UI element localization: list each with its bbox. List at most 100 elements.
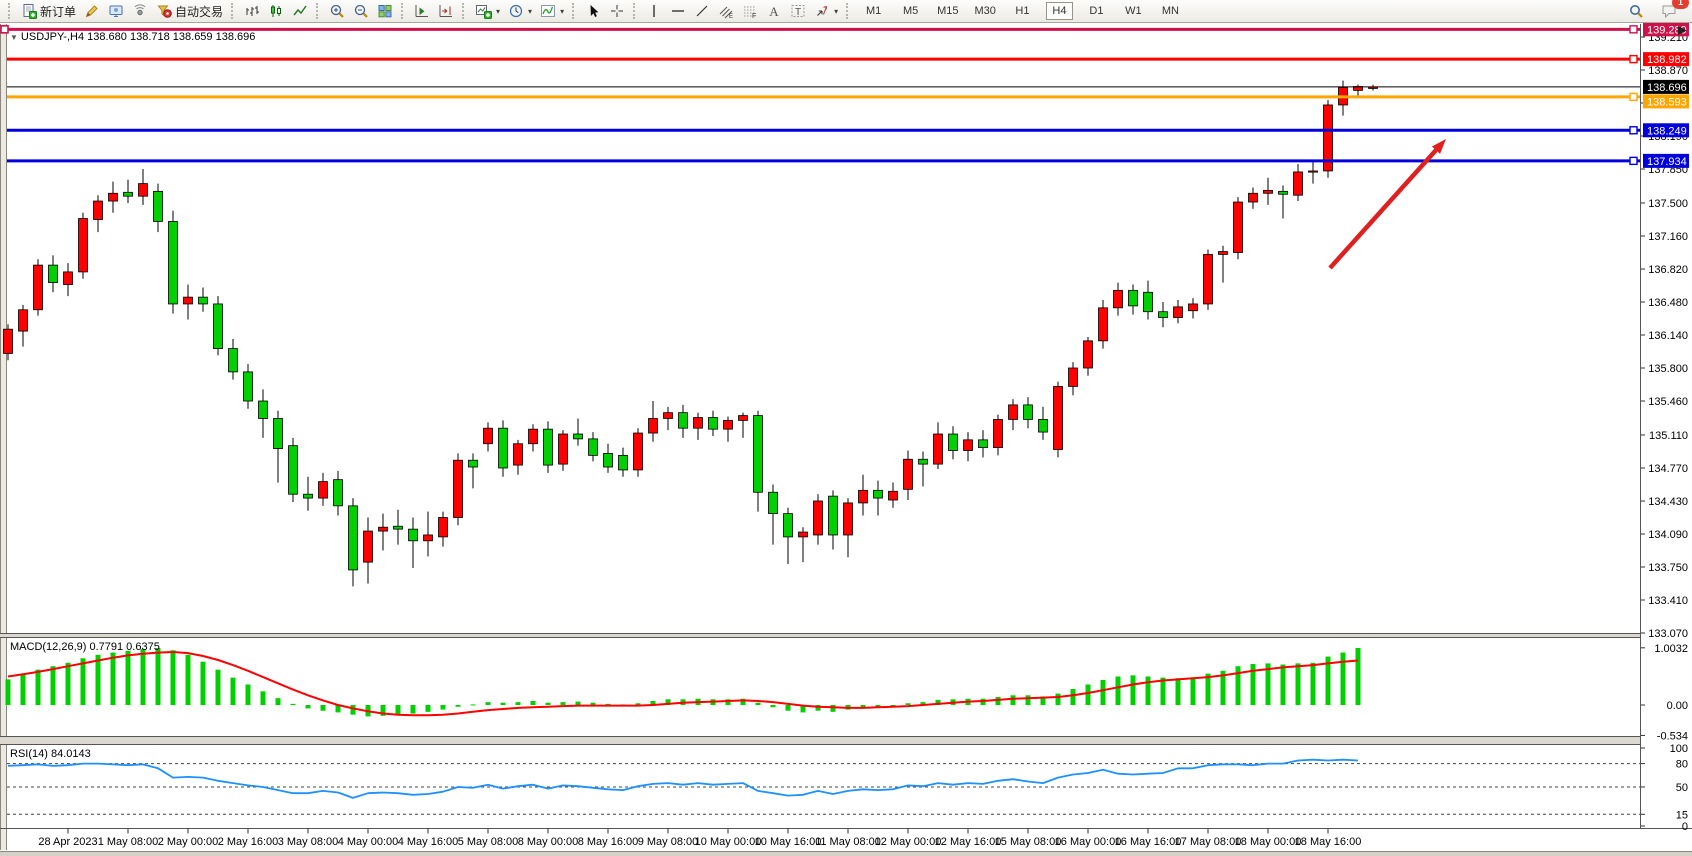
rsi-axis-label: 100 xyxy=(1670,743,1688,755)
candle xyxy=(648,418,658,434)
macd-histogram-bar xyxy=(575,701,581,705)
candle xyxy=(513,443,523,466)
symbol-info[interactable]: ▼ USDJPY-,H4 138.680 138.718 138.659 138.… xyxy=(10,31,255,43)
crosshair-button[interactable] xyxy=(605,1,629,21)
horizontal-line-button[interactable] xyxy=(666,1,690,21)
macd-histogram-bar xyxy=(605,703,611,705)
trendline-button[interactable] xyxy=(690,1,714,21)
price-tick-label: 135.800 xyxy=(1648,363,1688,375)
text-label-icon: T xyxy=(790,3,806,19)
timeframe-h4-button[interactable]: H4 xyxy=(1045,2,1073,20)
line-chart-icon xyxy=(292,3,308,19)
candle xyxy=(363,530,373,563)
candle xyxy=(1083,340,1093,369)
svg-text:A: A xyxy=(769,4,779,19)
indicators-button[interactable]: ▾ xyxy=(536,1,568,21)
crayon-button[interactable] xyxy=(80,1,104,21)
macd-histogram-bar xyxy=(995,697,1001,705)
macd-histogram-bar xyxy=(740,698,746,705)
time-tick-label: 4 May 16:00 xyxy=(398,836,459,848)
macd-histogram-bar xyxy=(725,699,731,705)
timeframe-h1-button[interactable]: H1 xyxy=(1009,2,1036,20)
candle xyxy=(168,221,178,305)
arrows-button[interactable]: ▾ xyxy=(810,1,842,21)
candle xyxy=(633,432,643,471)
timeframe-w1-button[interactable]: W1 xyxy=(1120,2,1147,20)
timeframe-m30-button[interactable]: M30 xyxy=(972,2,999,20)
fibonacci-button[interactable]: F xyxy=(738,1,762,21)
macd-histogram-bar xyxy=(935,699,941,705)
candlestick-chart-button[interactable] xyxy=(264,1,288,21)
candle xyxy=(588,438,598,456)
time-tick-label: 12 May 16:00 xyxy=(935,836,1002,848)
periods-button[interactable]: ▾ xyxy=(504,1,536,21)
tile-windows-button[interactable] xyxy=(373,1,397,21)
cursor-button[interactable] xyxy=(581,1,605,21)
time-tick-label: 2 May 16:00 xyxy=(218,836,279,848)
macd-axis-label: 1.0032 xyxy=(1654,643,1688,655)
candle xyxy=(843,502,853,536)
chart-forward-button[interactable] xyxy=(410,1,434,21)
timeframe-mn-button[interactable]: MN xyxy=(1157,2,1184,20)
macd-histogram-bar xyxy=(500,702,506,705)
timeframe-m1-button[interactable]: M1 xyxy=(860,2,887,20)
price-tick-label: 133.750 xyxy=(1648,562,1688,574)
text-label-button[interactable]: T xyxy=(786,1,810,21)
vertical-line-button[interactable] xyxy=(642,1,666,21)
candle xyxy=(1173,306,1183,318)
timeframe-d1-button[interactable]: D1 xyxy=(1083,2,1110,20)
time-tick-label: 16 May 16:00 xyxy=(1115,836,1182,848)
macd-histogram-bar xyxy=(1280,664,1286,705)
candle xyxy=(663,412,673,419)
price-badge xyxy=(1643,79,1689,94)
zoom-out-button[interactable] xyxy=(349,1,373,21)
macd-histogram-bar xyxy=(245,684,251,705)
timeframe-m15-button[interactable]: M15 xyxy=(934,2,961,20)
macd-histogram-bar xyxy=(305,705,311,709)
macd-histogram-bar xyxy=(545,702,551,705)
one-click-expander-icon[interactable]: ▼ xyxy=(10,33,18,42)
line-chart-button[interactable] xyxy=(288,1,312,21)
periods-clock-icon xyxy=(508,3,524,19)
price-tick-label: 134.430 xyxy=(1648,496,1688,508)
auto-trading-button[interactable]: 自动交易 xyxy=(152,1,227,21)
bar-chart-button[interactable] xyxy=(240,1,264,21)
rsi-axis-label: 80 xyxy=(1676,759,1688,771)
terminal-button[interactable] xyxy=(104,1,128,21)
new-chart-button[interactable]: ▾ xyxy=(471,1,504,21)
line-handle xyxy=(1629,25,1638,34)
text-button[interactable]: A xyxy=(762,1,786,21)
zoom-in-button[interactable] xyxy=(325,1,349,21)
candle xyxy=(183,296,193,305)
candle xyxy=(243,371,253,402)
price-badge xyxy=(1643,52,1689,67)
candle xyxy=(603,453,613,468)
chart-end-button[interactable] xyxy=(434,1,458,21)
search-button[interactable] xyxy=(1624,1,1649,21)
timeframe-m5-button[interactable]: M5 xyxy=(897,2,924,20)
new-order-button[interactable]: 新订单 xyxy=(17,1,80,21)
signals-button[interactable] xyxy=(128,1,152,21)
time-tick-label: 9 May 08:00 xyxy=(638,836,699,848)
fibonacci-icon: F xyxy=(742,3,758,19)
macd-histogram-bar xyxy=(275,698,281,705)
candle xyxy=(1158,311,1168,318)
macd-histogram-bar xyxy=(1100,679,1106,705)
new-chart-icon xyxy=(475,3,493,19)
candle xyxy=(123,191,133,197)
price-badge xyxy=(1643,153,1689,168)
auto-trading-label: 自动交易 xyxy=(175,4,224,19)
macd-histogram-bar xyxy=(1355,648,1361,705)
price-tick-label: 137.500 xyxy=(1648,198,1688,210)
equidistant-channel-button[interactable]: E xyxy=(714,1,738,21)
chevron-down-icon: ▾ xyxy=(560,6,565,16)
price-tick-label: 136.820 xyxy=(1648,264,1688,276)
scroll-marker-icon xyxy=(1678,26,1687,35)
macd-histogram-bar xyxy=(140,649,146,705)
time-tick-label: 4 May 00:00 xyxy=(338,836,399,848)
time-tick-label: 2 May 00:00 xyxy=(158,836,219,848)
candle xyxy=(573,433,583,440)
macd-histogram-bar xyxy=(95,654,101,705)
candle xyxy=(918,458,928,465)
